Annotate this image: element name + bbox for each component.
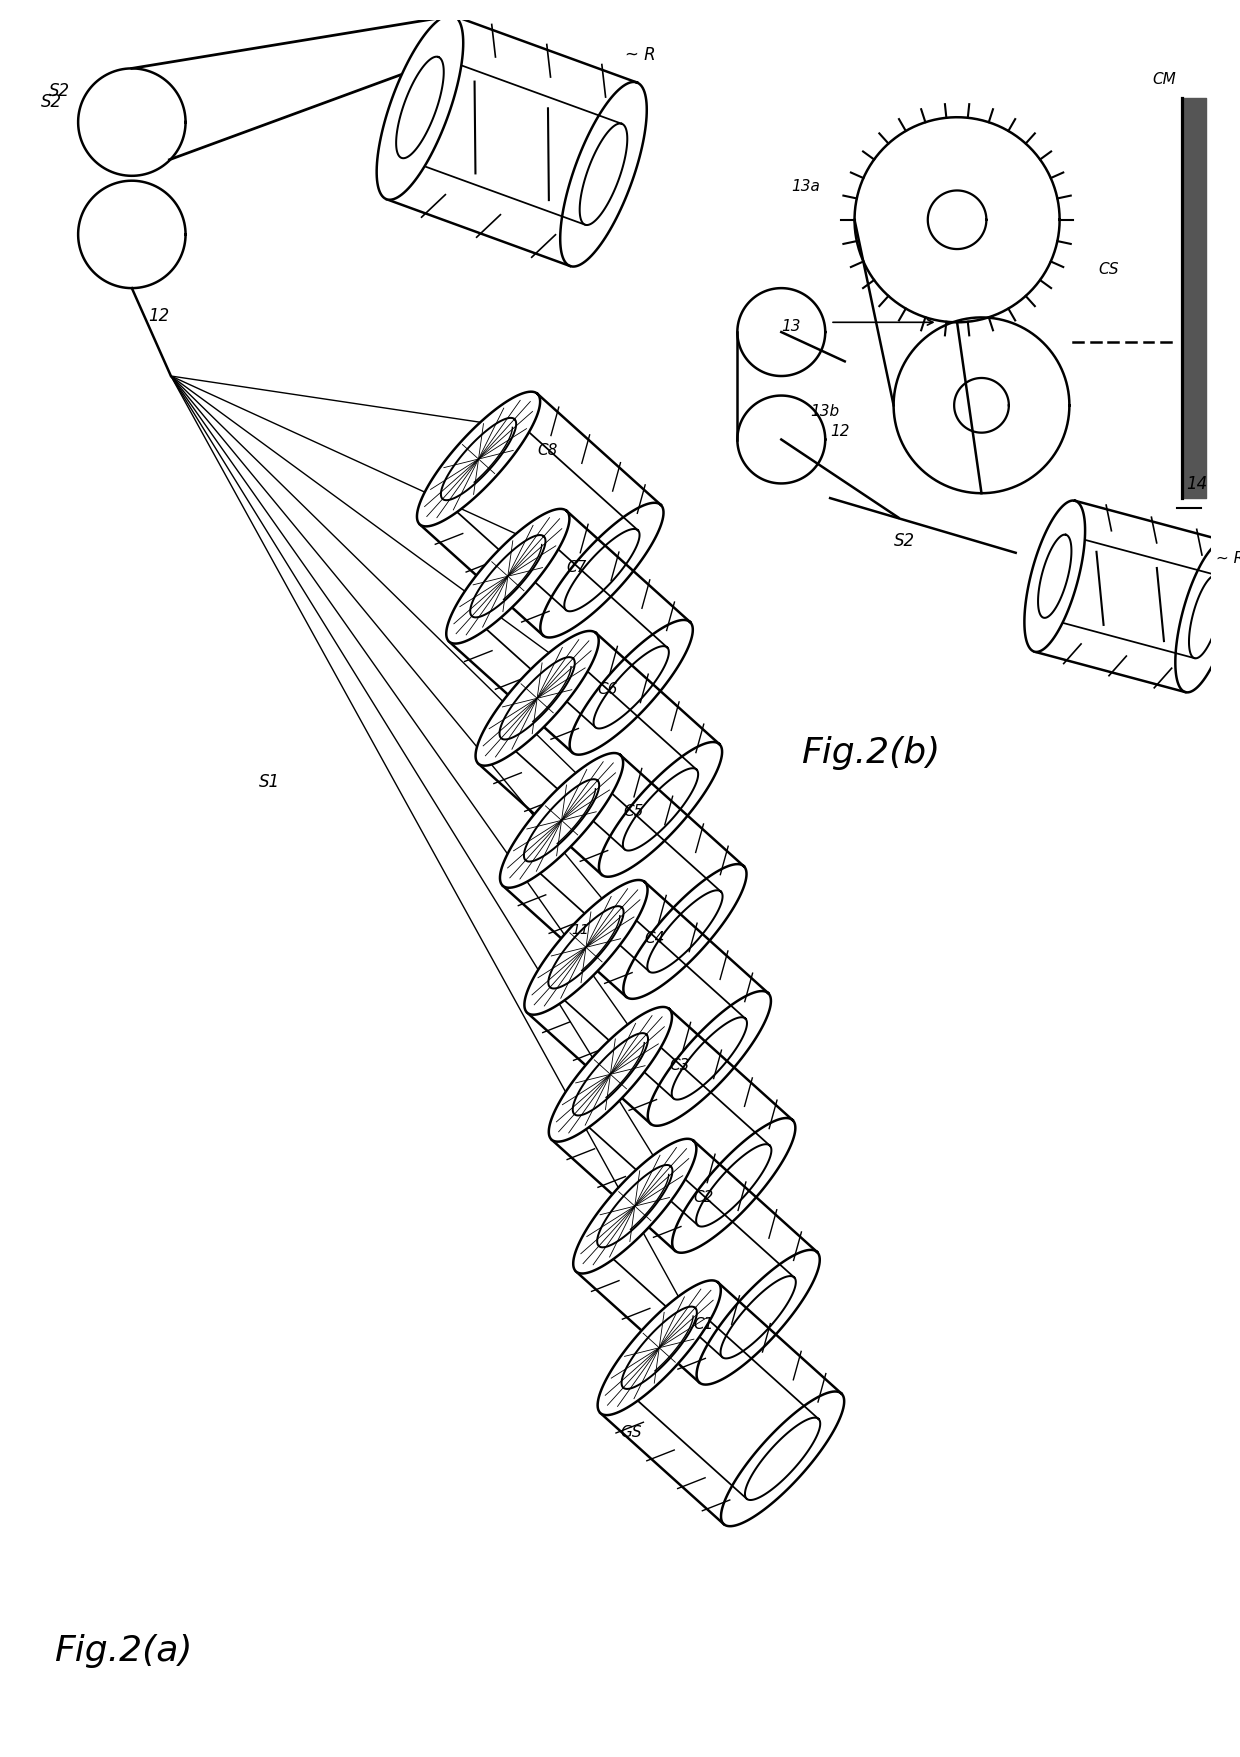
Polygon shape [470,536,546,618]
Text: 11: 11 [572,922,589,936]
Polygon shape [720,1392,844,1527]
Text: S1: S1 [259,773,280,791]
Polygon shape [594,647,668,729]
Polygon shape [78,181,186,288]
Text: 14: 14 [1187,474,1208,494]
Text: 12: 12 [148,307,169,325]
Polygon shape [598,1281,720,1416]
Polygon shape [738,288,826,376]
Text: C4: C4 [645,931,665,945]
Polygon shape [78,69,186,177]
Polygon shape [500,754,624,889]
Polygon shape [672,1119,795,1253]
Text: C2: C2 [693,1189,714,1205]
Text: GS: GS [620,1423,641,1439]
Polygon shape [500,657,575,740]
Text: C7: C7 [567,560,587,575]
Polygon shape [672,1017,746,1100]
Text: C6: C6 [598,682,618,698]
Polygon shape [647,991,771,1126]
Polygon shape [621,1307,697,1390]
Polygon shape [441,418,516,501]
Text: 12: 12 [830,423,849,437]
Polygon shape [548,907,624,989]
Polygon shape [573,1033,649,1116]
Polygon shape [1189,576,1223,659]
Text: C8: C8 [537,443,558,459]
Polygon shape [525,880,647,1016]
Polygon shape [569,620,693,756]
Polygon shape [720,1276,796,1358]
Text: ~ R: ~ R [1216,550,1240,566]
Polygon shape [560,83,647,267]
Text: S2: S2 [48,83,69,100]
Polygon shape [446,510,569,645]
Polygon shape [894,318,1069,494]
Text: Fig.2(a): Fig.2(a) [53,1634,192,1667]
Polygon shape [377,16,464,200]
Polygon shape [624,864,746,1000]
Polygon shape [696,1144,771,1226]
Polygon shape [622,770,698,850]
Text: C3: C3 [668,1058,689,1074]
Text: ~ R: ~ R [625,46,656,63]
Polygon shape [599,743,722,877]
Polygon shape [579,125,627,227]
Polygon shape [697,1251,820,1385]
Polygon shape [573,1139,697,1274]
Polygon shape [564,529,640,611]
Text: C1: C1 [693,1316,714,1332]
Polygon shape [541,504,663,638]
Polygon shape [954,380,1009,434]
Polygon shape [1176,541,1236,692]
Polygon shape [417,392,541,527]
Polygon shape [549,1007,672,1142]
Polygon shape [738,397,826,485]
Text: CS: CS [1099,262,1120,278]
Polygon shape [745,1418,820,1500]
Polygon shape [598,1165,672,1247]
Text: S2: S2 [894,532,915,550]
Polygon shape [525,780,599,863]
Polygon shape [1024,501,1085,652]
Text: 13: 13 [781,320,801,334]
Polygon shape [928,192,986,249]
Text: 13b: 13b [811,404,839,418]
Polygon shape [396,58,444,160]
Text: S2: S2 [41,93,62,111]
Text: C5: C5 [622,805,644,819]
Polygon shape [854,118,1060,323]
Polygon shape [647,891,723,973]
Text: 13a: 13a [791,179,820,195]
Polygon shape [1038,536,1071,618]
Text: Fig.2(b): Fig.2(b) [801,736,940,770]
Polygon shape [476,631,599,766]
Text: CM: CM [1152,72,1177,88]
